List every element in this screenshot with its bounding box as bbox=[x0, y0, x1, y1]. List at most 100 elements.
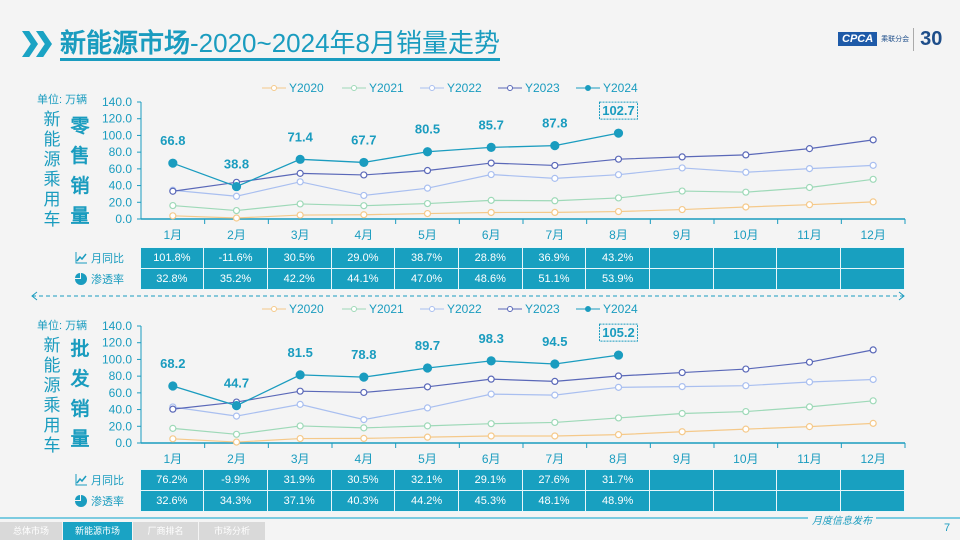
data-label: 89.7 bbox=[415, 338, 440, 353]
logo-sub: 乘联分会 bbox=[881, 36, 910, 43]
table-row-pen: 渗透率 32.6% 34.3% 37.1% 40.3% 44.2% 45.3% 48.1% 48… bbox=[75, 490, 905, 512]
y-tick-label: 140.0 bbox=[102, 319, 132, 333]
table-cell: -9.9% bbox=[203, 469, 268, 491]
data-point bbox=[614, 155, 623, 163]
x-tick-label: 2月 bbox=[227, 452, 246, 466]
table-cell bbox=[776, 247, 842, 269]
data-point bbox=[487, 432, 495, 440]
series-y2023 bbox=[169, 136, 877, 195]
table-cell bbox=[712, 247, 778, 269]
x-tick-label: 1月 bbox=[163, 228, 182, 242]
legend-label: Y2023 bbox=[525, 81, 560, 95]
highlight-box bbox=[599, 101, 638, 120]
data-point bbox=[487, 375, 495, 383]
data-point bbox=[487, 420, 495, 428]
tab-nev-market[interactable]: 新能源市场 bbox=[63, 522, 132, 540]
data-point bbox=[423, 383, 432, 391]
footer-line bbox=[0, 517, 960, 519]
y-tick-label: 20.0 bbox=[109, 419, 133, 433]
data-point bbox=[678, 164, 686, 172]
data-point bbox=[614, 194, 623, 202]
data-point bbox=[805, 403, 814, 411]
data-point bbox=[614, 383, 623, 391]
unit-label: 单位: 万辆 bbox=[37, 320, 88, 332]
data-label: 38.8 bbox=[224, 157, 249, 172]
table-cell bbox=[776, 469, 842, 491]
data-point bbox=[232, 438, 241, 446]
legend-label: Y2020 bbox=[289, 81, 324, 95]
chart-label: 零售销量 bbox=[70, 116, 90, 227]
data-point bbox=[169, 212, 177, 220]
data-point bbox=[614, 372, 623, 380]
x-tick-label: 1月 bbox=[163, 452, 182, 466]
y-tick-label: 120.0 bbox=[102, 112, 132, 126]
data-label: 94.5 bbox=[542, 334, 567, 349]
data-point bbox=[678, 409, 686, 418]
data-point bbox=[360, 388, 368, 397]
series-line bbox=[172, 354, 619, 407]
data-point bbox=[295, 154, 305, 164]
series-line bbox=[172, 132, 619, 188]
legend-label: Y2022 bbox=[447, 81, 482, 95]
data-point bbox=[869, 375, 877, 384]
row-label-text: 月同比 bbox=[91, 253, 124, 265]
data-point bbox=[232, 214, 241, 222]
data-point bbox=[295, 370, 305, 380]
table-cell bbox=[649, 247, 714, 269]
tab-overall-market[interactable]: 总体市场 bbox=[0, 522, 62, 540]
data-label: 98.3 bbox=[479, 331, 504, 346]
data-point bbox=[678, 153, 686, 161]
x-tick-label: 10月 bbox=[733, 452, 758, 466]
x-tick-label: 7月 bbox=[545, 228, 564, 242]
anniversary-badge: 30 bbox=[913, 27, 942, 51]
series-line bbox=[172, 378, 874, 421]
data-point bbox=[678, 205, 686, 214]
data-point bbox=[678, 428, 686, 436]
legend-item-y2021: Y2021 bbox=[342, 302, 404, 316]
data-point bbox=[614, 207, 623, 216]
table-cell: 44.1% bbox=[330, 268, 396, 290]
row-label-text: 月同比 bbox=[91, 475, 124, 487]
table-cell: 37.1% bbox=[266, 490, 332, 512]
data-point bbox=[423, 422, 432, 430]
data-point bbox=[742, 382, 750, 390]
x-tick-label: 6月 bbox=[482, 228, 501, 242]
data-point bbox=[360, 191, 368, 200]
data-point bbox=[805, 378, 814, 386]
legend-item-y2020: Y2020 bbox=[262, 302, 324, 316]
y-tick-label: 120.0 bbox=[102, 336, 132, 350]
data-point bbox=[487, 208, 495, 217]
table-cell bbox=[649, 268, 714, 290]
table-cell bbox=[776, 268, 842, 290]
x-tick-label: 5月 bbox=[418, 228, 437, 242]
x-tick-label: 3月 bbox=[291, 228, 310, 242]
monthly-release-label: 月度信息发布 bbox=[808, 512, 876, 527]
side-label: 新能源乘用车 bbox=[43, 336, 61, 455]
series-line bbox=[172, 164, 874, 197]
tab-market-analysis[interactable]: 市场分析 bbox=[199, 522, 265, 540]
table-row-yoy: 月同比 76.2% -9.9% 31.9% 30.5% 32.1% 29.1% 27.6% 31… bbox=[75, 469, 905, 491]
tab-maker-ranking[interactable]: 厂商排名 bbox=[133, 522, 198, 540]
data-point bbox=[550, 359, 560, 369]
table-cell: -11.6% bbox=[203, 247, 268, 269]
data-point bbox=[551, 377, 559, 386]
legend-marker bbox=[271, 306, 277, 312]
data-point bbox=[487, 390, 495, 398]
legend-label: Y2024 bbox=[603, 81, 638, 95]
table-cell: 44.2% bbox=[394, 490, 459, 512]
table-cell bbox=[712, 469, 778, 491]
chart-label: 批发销量 bbox=[70, 339, 90, 450]
x-tick-label: 11月 bbox=[797, 452, 821, 466]
data-point bbox=[359, 372, 369, 382]
table-cell: 35.2% bbox=[203, 268, 268, 290]
y-tick-label: 100.0 bbox=[102, 128, 132, 142]
data-point bbox=[360, 202, 368, 210]
table-cell: 32.1% bbox=[394, 469, 459, 491]
data-label: 67.7 bbox=[351, 132, 376, 147]
data-point bbox=[805, 165, 814, 173]
table-cell bbox=[776, 490, 842, 512]
data-point bbox=[296, 211, 304, 219]
table-cell: 30.5% bbox=[266, 247, 332, 269]
data-point bbox=[486, 142, 496, 152]
data-point bbox=[423, 433, 432, 441]
